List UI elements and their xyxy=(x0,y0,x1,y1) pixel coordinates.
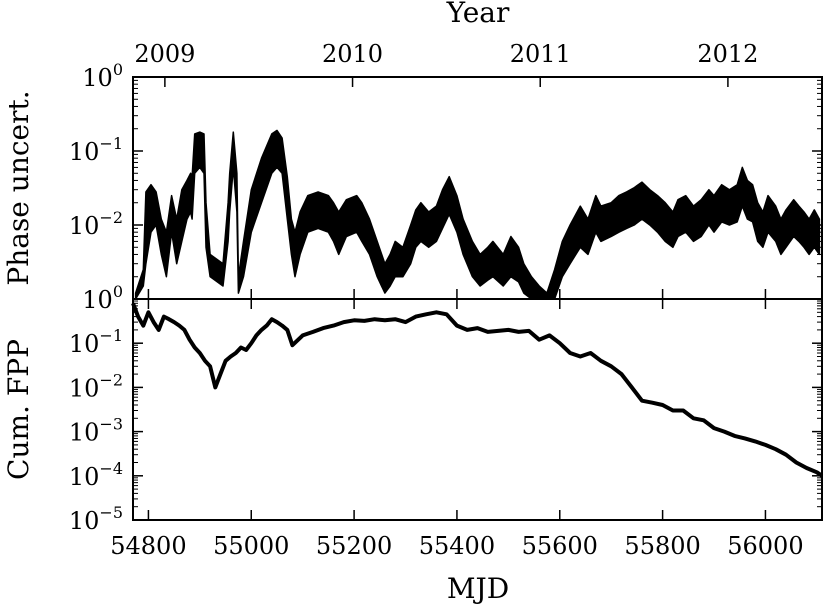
year-tick-label: 2011 xyxy=(510,40,571,68)
top-ytick-label: 10−2 xyxy=(69,208,123,240)
bottom-ytick-label: 10−3 xyxy=(69,415,123,447)
bottom-ytick-label: 100 xyxy=(82,282,123,314)
year-tick-label: 2012 xyxy=(697,40,758,68)
year-tick-label: 2010 xyxy=(322,40,383,68)
mjd-tick-label: 55400 xyxy=(419,532,495,560)
bottom-ytick-label: 10−1 xyxy=(69,326,123,358)
x-axis-title: MJD xyxy=(447,572,509,605)
bottom-ytick-label: 10−5 xyxy=(69,503,123,535)
year-tick-label: 2009 xyxy=(134,40,195,68)
mjd-tick-label: 55000 xyxy=(213,532,289,560)
top-ytick-label: 10−1 xyxy=(69,134,123,166)
bottom-y-axis-title: Cum. FPP xyxy=(2,339,35,480)
mjd-tick-label: 55600 xyxy=(522,532,598,560)
mjd-tick-label: 55200 xyxy=(316,532,392,560)
top-ytick-label: 100 xyxy=(82,60,123,92)
bottom-panel-frame xyxy=(132,298,823,521)
top-panel-band xyxy=(134,129,821,300)
axes xyxy=(132,76,823,521)
mjd-tick-label: 56000 xyxy=(727,532,803,560)
cum-fpp-line xyxy=(131,302,824,478)
bottom-ytick-label: 10−2 xyxy=(69,370,123,402)
bottom-panel-line xyxy=(131,302,824,478)
phase-uncert-band xyxy=(134,129,821,300)
bottom-ytick-label: 10−4 xyxy=(69,459,123,491)
mjd-tick-label: 54800 xyxy=(110,532,186,560)
mjd-tick-label: 55800 xyxy=(624,532,700,560)
top-y-axis-title: Phase uncert. xyxy=(2,90,35,285)
top-axis-title: Year xyxy=(446,0,510,29)
